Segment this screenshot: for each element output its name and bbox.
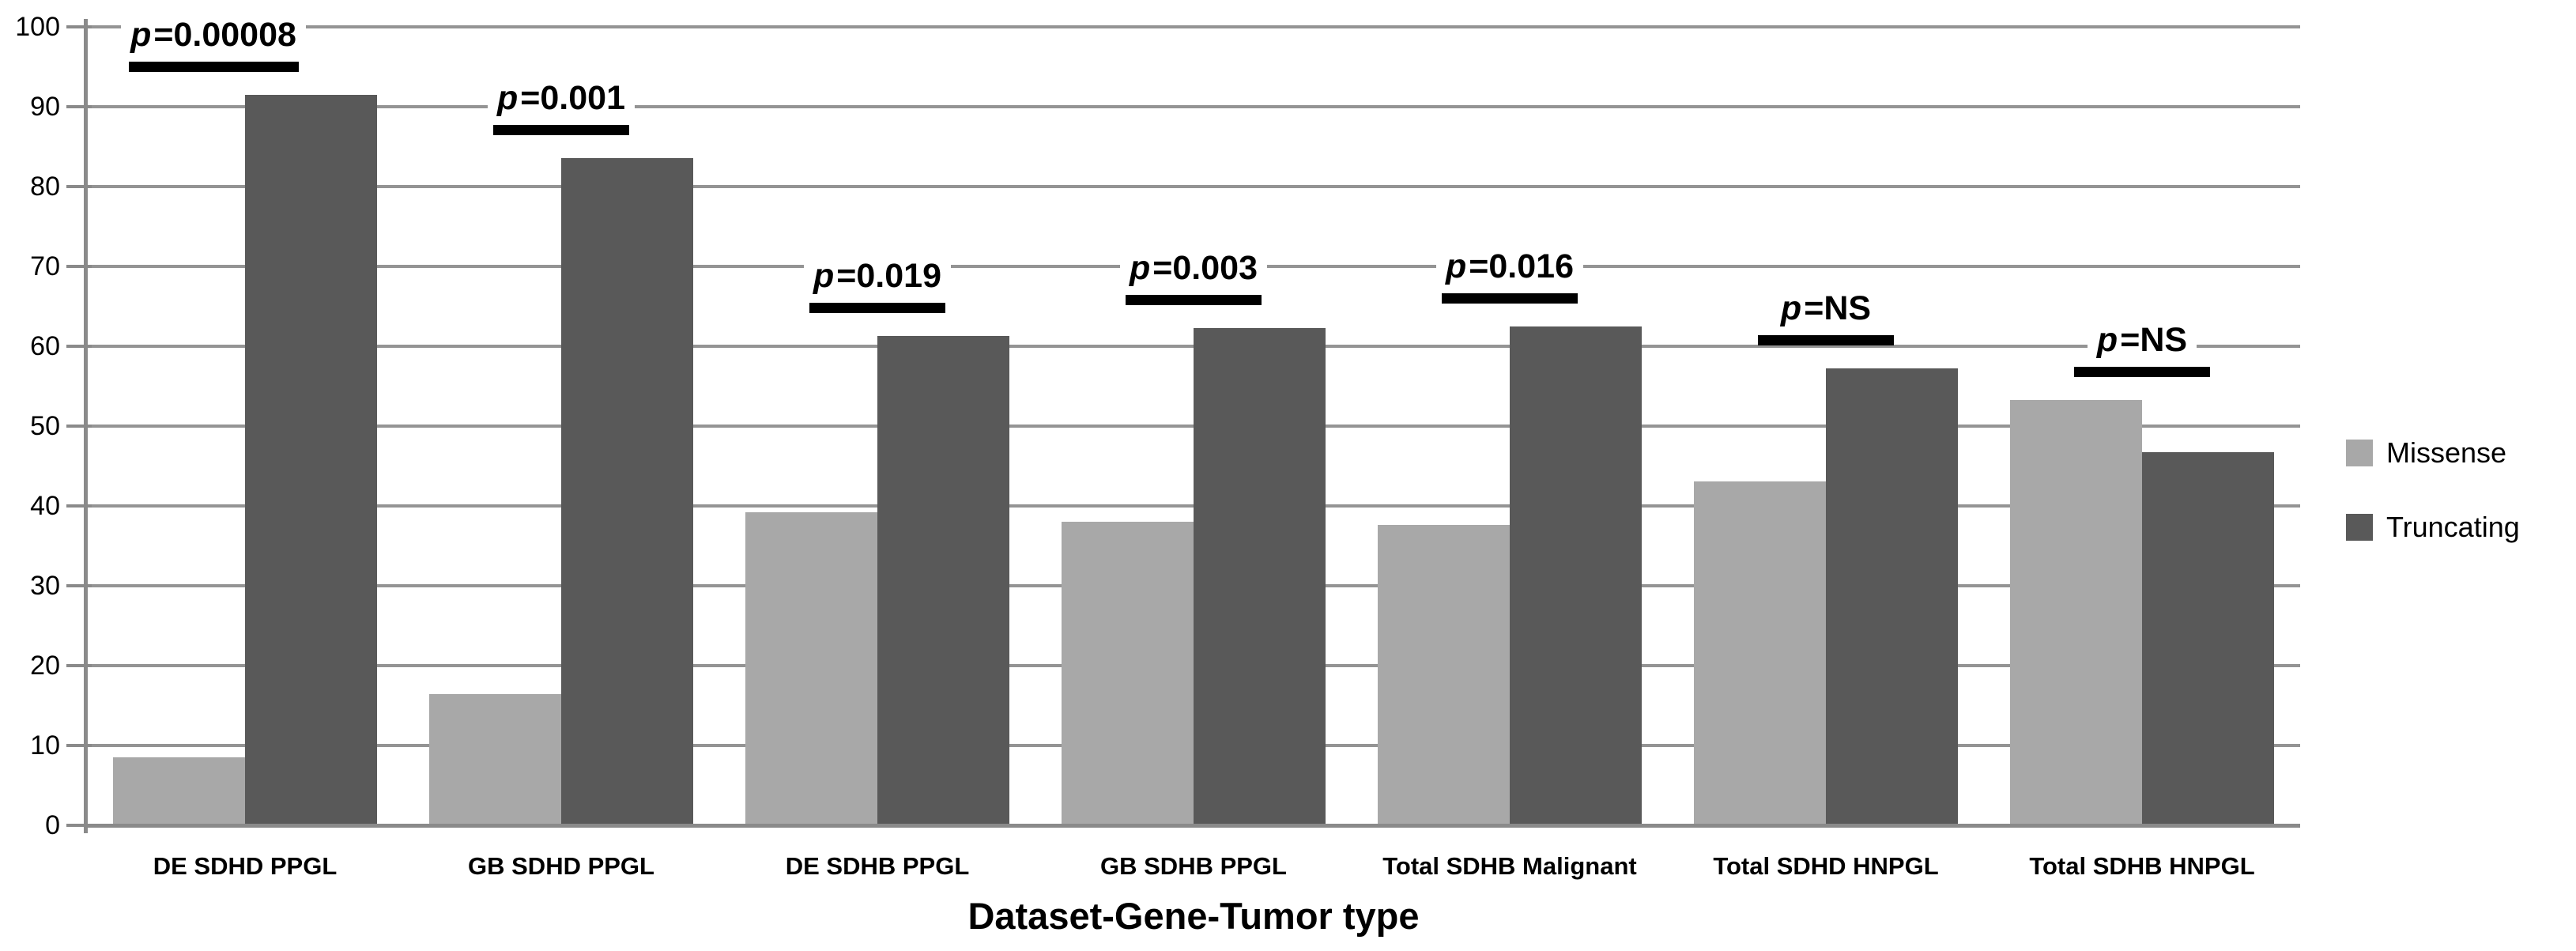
gridline [87,25,2300,28]
y-tick-label: 90 [30,92,60,122]
y-axis-tick [66,425,92,428]
bar-missense [113,757,245,825]
p-value-label: p=NS [1589,286,2063,330]
bar-truncating [1510,326,1642,825]
p-value-text: p=NS [1771,289,1881,328]
y-axis-tick [66,345,92,348]
p-value-label: p=0.016 [1273,244,1747,289]
legend-marker-truncating [2346,514,2373,541]
p-significance-bar [1126,294,1262,305]
bar-truncating [877,335,1009,825]
p-significance-bar [809,302,945,313]
bar-missense [1694,481,1826,825]
legend-label: Missense [2386,436,2507,469]
bar-truncating [1826,368,1958,825]
x-category-label: GB SDHD PPGL [468,852,654,880]
y-tick-label: 30 [30,571,60,601]
y-axis-tick [66,185,92,188]
p-value-text: p=0.016 [1436,247,1583,285]
bar-missense [1378,525,1510,825]
p-value-text: p=0.019 [804,256,951,295]
p-significance-bar [128,61,299,72]
y-tick-label: 20 [30,651,60,681]
y-tick-label: 100 [15,12,60,42]
p-value-text: p=NS [2087,320,2197,359]
p-value-label: p=NS [1905,318,2379,362]
p-value-label: p=0.00008 [0,13,451,57]
x-category-label: Total SDHB HNPGL [2029,852,2255,880]
y-tick-label: 60 [30,331,60,361]
bar-truncating [1194,327,1326,825]
y-axis-tick [66,664,92,667]
legend-label: Truncating [2386,511,2520,543]
y-axis-line [84,19,88,833]
p-value-label: p=0.019 [640,254,1115,298]
p-value-text: p=0.001 [488,78,635,117]
p-value-label: p=0.001 [324,76,798,120]
y-axis-tick [66,265,92,268]
p-value-label: p=0.003 [956,246,1431,290]
y-axis-tick [66,25,92,28]
y-tick-label: 0 [45,810,60,840]
bar-missense [1062,522,1194,825]
y-tick-label: 70 [30,251,60,281]
p-significance-bar [1758,335,1894,346]
y-axis-tick [66,504,92,508]
x-category-label: Total SDHB Malignant [1382,852,1637,880]
y-tick-label: 10 [30,730,60,760]
y-tick-label: 40 [30,491,60,521]
gridline [87,105,2300,108]
p-significance-bar [2074,366,2210,377]
legend-marker-missense [2346,440,2373,466]
y-axis-tick [66,584,92,587]
x-category-label: Total SDHD HNPGL [1713,852,1939,880]
x-axis-title: Dataset-Gene-Tumor type [967,895,1420,937]
p-value-text: p=0.00008 [121,15,306,54]
p-significance-bar [1442,292,1578,304]
bar-missense [429,694,561,825]
bar-truncating [561,157,693,825]
legend-item-truncating: Truncating [2346,511,2520,544]
x-category-label: DE SDHB PPGL [785,852,970,880]
p-significance-bar [493,124,629,135]
x-category-label: DE SDHD PPGL [153,852,338,880]
gridline [87,185,2300,188]
bar-missense [745,512,877,825]
y-tick-label: 50 [30,411,60,441]
x-axis-baseline [87,824,2300,828]
bar-missense [2010,399,2142,825]
y-tick-label: 80 [30,172,60,202]
p-value-text: p=0.003 [1120,248,1267,287]
y-axis-tick [66,105,92,108]
bar-truncating [245,94,377,825]
y-axis-tick [66,744,92,747]
legend: Missense Truncating [2346,436,2520,585]
legend-item-missense: Missense [2346,436,2520,470]
y-axis-tick [66,824,92,827]
x-category-label: GB SDHB PPGL [1100,852,1287,880]
bar-truncating [2142,452,2274,825]
